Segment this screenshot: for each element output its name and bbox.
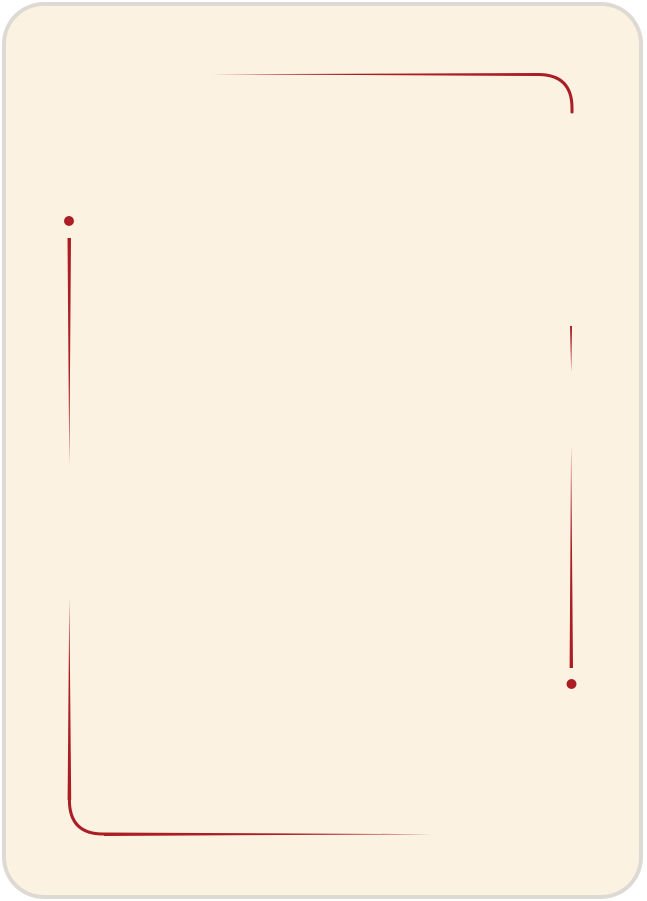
left-upper-tapered-line	[67, 238, 71, 465]
right-bottom-dot	[566, 679, 577, 689]
left-top-dot	[64, 216, 74, 226]
right-upper-tapered-line	[570, 326, 572, 372]
corner-ornament-lines	[64, 73, 577, 836]
right-lower-tapered-line	[569, 445, 573, 668]
bottom-edge-tapered-line	[104, 832, 432, 836]
top-right-corner-curve	[536, 73, 574, 114]
top-edge-tapered-line	[212, 73, 538, 76]
left-lower-tapered-line	[67, 598, 72, 800]
bottom-left-corner-curve	[67, 798, 108, 836]
